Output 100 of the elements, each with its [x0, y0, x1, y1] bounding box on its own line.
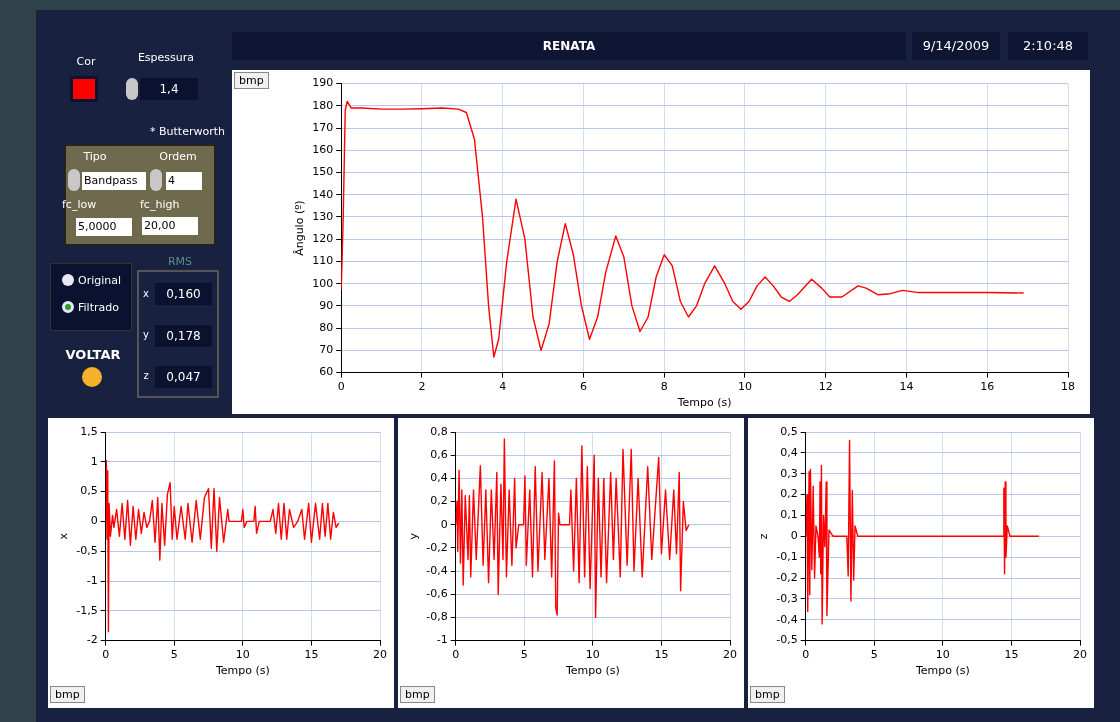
y-tick-label: 60 — [319, 365, 334, 379]
x-axis-title: Tempo (s) — [214, 664, 270, 678]
text: 5,0000 — [76, 218, 132, 236]
text: 9/14/2009 — [912, 32, 1000, 60]
x-tick-label: 5 — [520, 648, 528, 662]
y-tick-label: -0,2 — [776, 570, 798, 584]
x-tick-label: 20 — [373, 648, 387, 662]
y-tick-label: 100 — [312, 276, 334, 290]
text: Espessura — [136, 50, 196, 66]
y-axis-title: y — [407, 532, 421, 540]
y-tick-label: 0,2 — [430, 494, 448, 508]
y-tick-label: 180 — [312, 98, 334, 112]
x-tick-label: 15 — [304, 648, 319, 662]
x-tick-label: 4 — [499, 380, 507, 394]
x-tick-label: 12 — [818, 380, 833, 394]
text: z — [142, 369, 150, 383]
y-tick-label: 0,6 — [430, 448, 448, 462]
chart-title: RENATA — [232, 32, 906, 60]
text: y — [142, 328, 150, 342]
text: x — [142, 287, 150, 301]
y-tick-label: -2 — [86, 633, 98, 647]
text: bmp — [50, 686, 85, 703]
text: fc_low — [62, 197, 98, 213]
y-tick-label: 0,5 — [80, 484, 98, 498]
text: bmp — [750, 686, 785, 703]
y-tick-label: 0,1 — [780, 508, 798, 522]
x-tick-label: 16 — [980, 380, 995, 394]
y-tick-label: 70 — [319, 343, 334, 357]
text: 2:10:48 — [1008, 32, 1088, 60]
x-tick-label: 15 — [654, 648, 669, 662]
text: Bandpass — [82, 172, 146, 190]
y-tick-label: 110 — [312, 254, 334, 268]
text: fc_high — [140, 197, 181, 213]
text: 4 — [166, 172, 202, 190]
y-tick-label: 1,5 — [80, 424, 98, 438]
y-tick-label: 1 — [90, 454, 98, 468]
text: 0,178 — [155, 325, 212, 347]
y-tick-label: -0,8 — [426, 610, 448, 624]
x-tick-label: 5 — [870, 648, 878, 662]
y-tick-label: 90 — [319, 298, 334, 312]
y-tick-label: 0,8 — [430, 424, 448, 438]
x-tick-label: 2 — [418, 380, 426, 394]
text: 20,00 — [142, 217, 198, 235]
x-axis-title: Tempo (s) — [914, 664, 970, 678]
x-tick-label: 10 — [235, 648, 250, 662]
y-tick-label: 140 — [312, 187, 334, 201]
y-tick-label: 130 — [312, 209, 334, 223]
text: Original — [78, 273, 123, 289]
y-tick-label: -0,4 — [776, 612, 798, 626]
y-tick-label: 0,5 — [780, 424, 798, 438]
y-tick-label: 0 — [790, 529, 798, 543]
y-tick-label: 0,2 — [780, 487, 798, 501]
y-tick-label: -0,5 — [776, 633, 798, 647]
y-tick-label: -0,2 — [426, 540, 448, 554]
text: Cor — [75, 54, 97, 70]
y-axis-title: x — [57, 532, 71, 540]
y-tick-label: -1 — [436, 633, 448, 647]
y-axis-title: Ângulo (º) — [293, 200, 307, 256]
y-tick-label: 120 — [312, 232, 334, 246]
y-tick-label: -0,5 — [76, 544, 98, 558]
x-tick-label: 5 — [170, 648, 178, 662]
text: * Butterworth — [150, 124, 225, 140]
y-tick-label: 190 — [312, 76, 334, 90]
y-tick-label: -0,4 — [426, 563, 448, 577]
x-tick-label: 0 — [337, 380, 345, 394]
x-tick-label: 18 — [1061, 380, 1075, 394]
x-axis-title: Tempo (s) — [564, 664, 620, 678]
x-tick-label: 14 — [899, 380, 914, 394]
y-tick-label: 0 — [90, 514, 98, 528]
y-tick-label: 0,4 — [430, 471, 448, 485]
y-tick-label: -0,1 — [776, 550, 798, 564]
y-axis-title: z — [757, 533, 771, 540]
x-tick-label: 0 — [452, 648, 460, 662]
y-tick-label: -1 — [86, 573, 98, 587]
text: Ordem — [158, 149, 198, 165]
x-tick-label: 0 — [802, 648, 810, 662]
text: bmp — [234, 72, 269, 89]
text: bmp — [400, 686, 435, 703]
y-tick-label: 170 — [312, 120, 334, 134]
y-tick-label: 80 — [319, 321, 334, 334]
x-tick-label: 10 — [737, 380, 752, 394]
y-tick-label: 160 — [312, 143, 334, 157]
y-tick-label: 150 — [312, 165, 334, 179]
text: Filtrado — [78, 300, 120, 316]
y-tick-label: -0,3 — [776, 591, 798, 605]
text: 0,047 — [155, 366, 212, 388]
x-tick-label: 0 — [102, 648, 110, 662]
x-tick-label: 6 — [579, 380, 587, 394]
y-tick-label: -0,6 — [426, 587, 448, 601]
y-tick-label: 0,4 — [780, 445, 798, 459]
x-tick-label: 10 — [935, 648, 950, 662]
text: 1,4 — [140, 78, 198, 100]
text: 0,160 — [155, 283, 212, 305]
text: Tipo — [82, 149, 108, 165]
x-tick-label: 10 — [585, 648, 600, 662]
x-tick-label: 8 — [660, 380, 668, 394]
text: RMS — [166, 254, 194, 270]
x-tick-label: 20 — [1073, 648, 1087, 662]
text: VOLTAR — [64, 346, 122, 364]
y-tick-label: -1,5 — [76, 603, 98, 617]
